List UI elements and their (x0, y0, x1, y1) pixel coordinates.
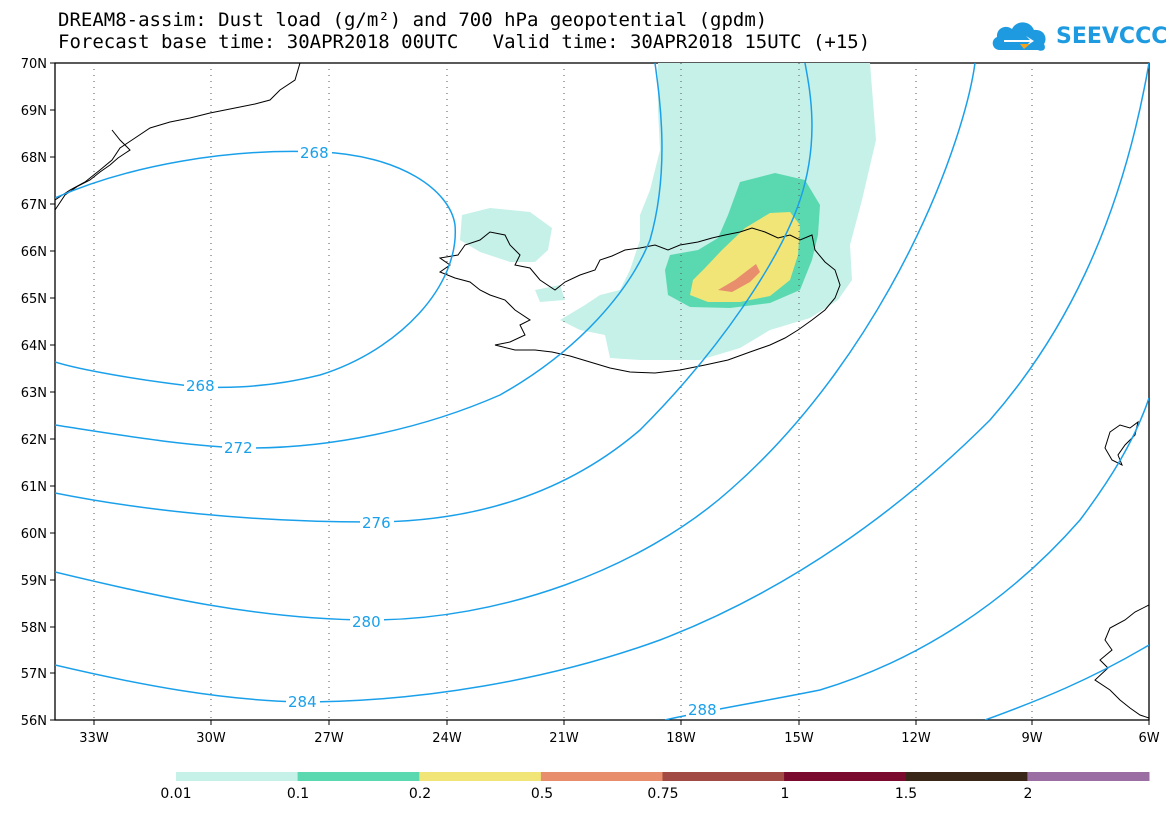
contour-276 (55, 63, 813, 523)
lat-label: 61N (21, 480, 47, 495)
lon-label: 21W (549, 731, 579, 746)
scotland-coastline (1094, 604, 1149, 719)
map-title: DREAM8-assim: Dust load (g/m²) and 700 h… (58, 9, 768, 31)
lon-label: 30W (196, 731, 226, 746)
longitude-labels: 33W 30W 27W 24W 21W 18W 15W 12W 9W 6W (79, 731, 1159, 746)
lat-label: 66N (21, 245, 47, 260)
lat-label: 60N (21, 527, 47, 542)
color-legend (176, 772, 1150, 781)
legend-label: 0.75 (647, 786, 678, 802)
lat-label: 64N (21, 339, 47, 354)
lon-label: 12W (901, 731, 931, 746)
legend-swatch (1027, 772, 1150, 781)
contour-label-268-a: 268 (300, 144, 329, 162)
contour-label-284: 284 (288, 693, 317, 711)
latitude-labels: 70N 69N 68N 67N 66N 65N 64N 63N 62N 61N … (21, 57, 47, 729)
lat-label: 65N (21, 292, 47, 307)
lon-label: 6W (1138, 731, 1159, 746)
legend-label: 0.2 (409, 786, 431, 802)
lat-label: 62N (21, 433, 47, 448)
cloud-icon (992, 22, 1046, 51)
lat-label: 67N (21, 198, 47, 213)
geopotential-contours (55, 63, 1149, 720)
contour-272 (55, 63, 663, 449)
lon-label: 18W (666, 731, 696, 746)
contour-label-280: 280 (352, 613, 381, 631)
dust-plume (460, 63, 876, 360)
lat-label: 70N (21, 57, 47, 72)
greenland-coastline (55, 63, 301, 201)
lat-label: 69N (21, 104, 47, 119)
dust-level-0.5 (718, 264, 760, 292)
legend-swatch (419, 772, 542, 781)
lat-label: 59N (21, 574, 47, 589)
legend-label: 1.5 (895, 786, 917, 802)
contour-288-b (984, 644, 1149, 720)
legend-label: 0.1 (287, 786, 309, 802)
lon-label: 27W (314, 731, 344, 746)
legend-swatch (784, 772, 907, 781)
lon-label: 24W (432, 731, 462, 746)
lat-label: 58N (21, 621, 47, 636)
map-frame (54, 62, 1150, 721)
seevccc-logo (992, 22, 1046, 51)
contour-284 (55, 63, 1149, 703)
dust-level-0.01-west (460, 208, 552, 262)
dust-level-0.01-south (535, 285, 565, 302)
legend-swatch (905, 772, 1028, 781)
legend-labels: 0.01 0.1 0.2 0.5 0.75 1 1.5 2 (160, 786, 1032, 802)
lon-label: 15W (784, 731, 814, 746)
axis-ticks (50, 62, 1150, 725)
legend-label: 1 (781, 786, 790, 802)
dust-level-0.2 (690, 212, 800, 302)
map-subtitle: Forecast base time: 30APR2018 00UTC Vali… (58, 31, 871, 53)
lon-label: 9W (1021, 731, 1042, 746)
lat-label: 57N (21, 667, 47, 682)
logo-text: SEEVCCC (1056, 24, 1168, 49)
legend-label: 0.01 (160, 786, 191, 802)
legend-swatch (540, 772, 663, 781)
lat-label: 68N (21, 151, 47, 166)
iceland-coastline (438, 227, 841, 374)
lat-label: 63N (21, 386, 47, 401)
contour-label-272: 272 (224, 439, 253, 457)
legend-label: 0.5 (531, 786, 553, 802)
legend-swatch (176, 772, 299, 781)
contour-label-288: 288 (688, 701, 717, 719)
contour-288 (664, 397, 1149, 720)
contour-label-276: 276 (362, 514, 391, 532)
legend-swatch (297, 772, 420, 781)
contour-label-268-b: 268 (186, 377, 215, 395)
faroe-islands (1104, 420, 1139, 467)
legend-label: 2 (1024, 786, 1033, 802)
legend-swatch (662, 772, 785, 781)
contour-280 (55, 63, 976, 621)
contour-labels: 268 268 272 276 280 284 288 (184, 143, 720, 719)
lat-label: 56N (21, 714, 47, 729)
lon-label: 33W (79, 731, 109, 746)
